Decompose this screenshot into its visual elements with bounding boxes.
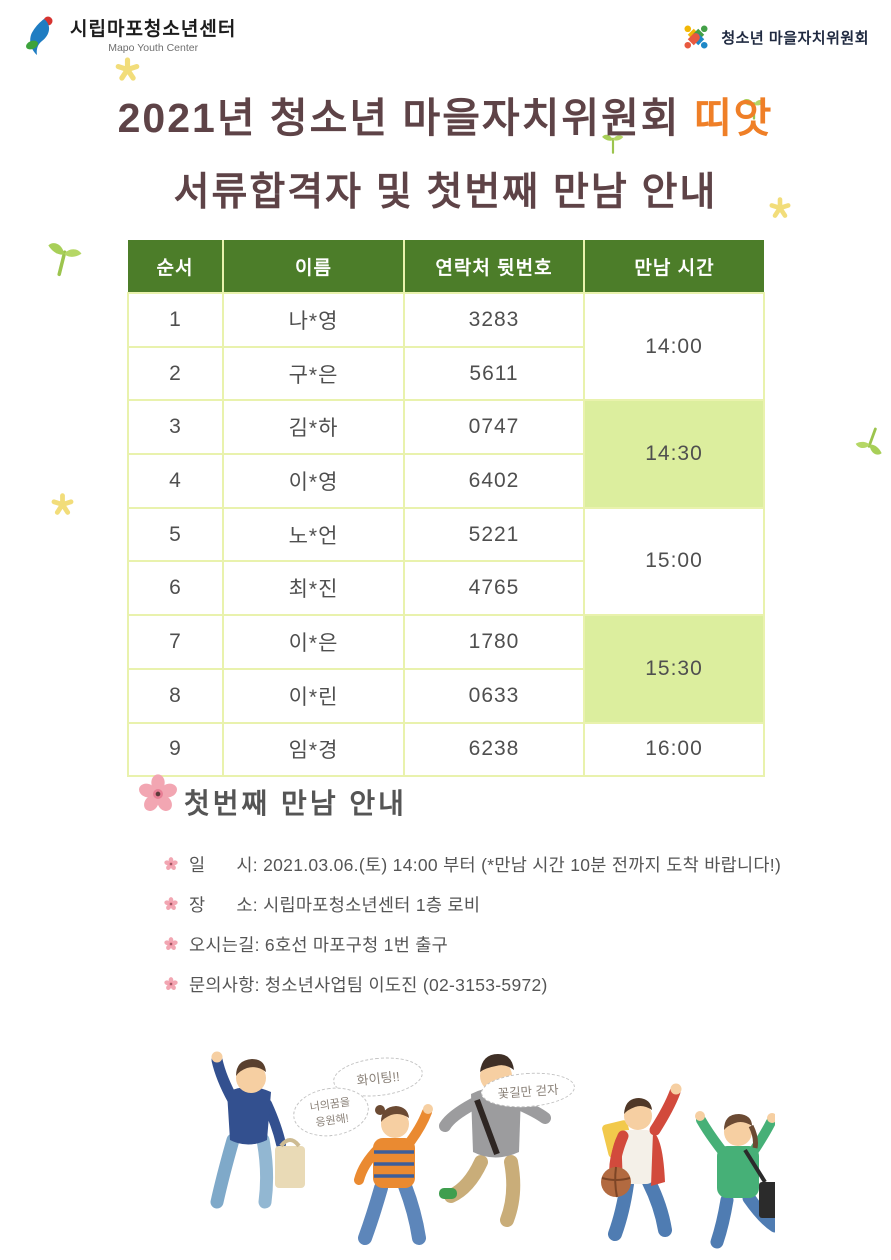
brand-left-subtitle: Mapo Youth Center	[108, 42, 199, 54]
cell-order: 7	[127, 614, 224, 670]
info-item-text: 문의사항: 청소년사업팀 이도진 (02-3153-5972)	[189, 974, 548, 995]
cell-name: 김*하	[222, 399, 405, 456]
info-item-place: 장 소: 시립마포청소년센터 1층 로비	[164, 884, 781, 924]
cell-time: 15:00	[583, 506, 765, 617]
person-orange-stripes	[354, 1104, 433, 1245]
table-row: 6 최*진 4765	[127, 560, 764, 617]
table-row: 7 이*은 1780 15:30	[127, 614, 765, 724]
star-decoration	[50, 492, 75, 517]
table-header-row: 순서 이름 연락처 뒷번호 만남 시간	[128, 240, 764, 294]
cell-order: 9	[127, 721, 224, 778]
info-section-heading: 첫번째 만남 안내	[184, 788, 407, 819]
table-row: 2 구*은 5611	[127, 345, 764, 402]
cell-name: 이*린	[222, 667, 405, 724]
table-row: 4 이*영 6402	[127, 453, 764, 509]
title-accent: 띠앗	[693, 95, 774, 141]
cell-order: 8	[127, 667, 224, 724]
cell-name: 임*경	[222, 721, 405, 778]
flower-icon	[138, 774, 178, 814]
cell-name: 이*은	[222, 614, 405, 670]
col-header-name: 이름	[222, 240, 405, 294]
person-navy	[210, 1051, 305, 1209]
cell-order: 4	[127, 453, 224, 509]
mapo-youth-center-logo-icon	[26, 16, 53, 55]
flower-bullet-icon	[164, 897, 178, 911]
flower-bullet-icon	[164, 937, 178, 951]
col-header-order: 순서	[128, 240, 224, 294]
cell-name: 이*영	[222, 453, 405, 509]
brand-left: 시립마포청소년센터 Mapo Youth Center	[24, 14, 236, 58]
col-header-time: 만남 시간	[583, 240, 764, 294]
schedule-table: 순서 이름 연락처 뒷번호 만남 시간 1 나*영 3283 14:00 2 구…	[127, 240, 765, 778]
cell-name: 나*영	[222, 292, 405, 348]
cell-time-highlighted: 14:30	[583, 399, 765, 509]
brand-right: 청소년 마을자치위원회	[678, 18, 869, 56]
star-decoration	[114, 56, 141, 83]
table-row: 8 이*린 0633	[127, 667, 764, 724]
cell-order: 2	[127, 345, 224, 402]
title-line-2: 서류합격자 및 첫번째 만남 안내	[173, 171, 718, 214]
cell-phone: 5221	[403, 506, 585, 563]
cell-phone: 6238	[403, 721, 585, 778]
table-row: 1 나*영 3283 14:00	[127, 291, 765, 402]
title-line1-text: 2021년 청소년 마을자치위원회	[117, 95, 694, 141]
person-green-sweater	[695, 1111, 775, 1249]
cell-name: 구*은	[222, 345, 405, 402]
info-item-contact: 문의사항: 청소년사업팀 이도진 (02-3153-5972)	[164, 964, 781, 1004]
cell-time-highlighted: 15:30	[583, 614, 765, 724]
cell-order: 5	[127, 506, 224, 563]
table-row: 5 노*언 5221 15:00	[127, 506, 765, 617]
cell-name: 최*진	[222, 560, 405, 617]
sprout-decoration	[847, 419, 891, 464]
table-row: 9 임*경 6238 16:00	[127, 721, 765, 778]
info-item-datetime: 일 시: 2021.03.06.(토) 14:00 부터 (*만남 시간 10분…	[164, 844, 781, 884]
info-items: 일 시: 2021.03.06.(토) 14:00 부터 (*만남 시간 10분…	[164, 844, 781, 1004]
village-committee-logo-icon	[684, 25, 708, 49]
cell-time: 14:00	[583, 291, 765, 402]
page-title: 2021년 청소년 마을자치위원회 띠앗 서류합격자 및 첫번째 만남 안내	[0, 84, 891, 217]
table-row: 3 김*하 0747 14:30	[127, 399, 765, 509]
info-item-text: 오시는길: 6호선 마포구청 1번 출구	[189, 934, 449, 955]
info-item-text: 장 소: 시립마포청소년센터 1층 로비	[189, 894, 481, 915]
cell-name: 노*언	[222, 506, 405, 563]
col-header-phone: 연락처 뒷번호	[403, 240, 585, 294]
jumping-people-illustration	[210, 1051, 775, 1249]
cell-phone: 0747	[403, 399, 585, 456]
cell-phone: 0633	[403, 667, 585, 724]
info-item-directions: 오시는길: 6호선 마포구청 1번 출구	[164, 924, 781, 964]
sprout-decoration	[36, 233, 91, 285]
cell-order: 1	[127, 292, 224, 348]
title-line-1: 2021년 청소년 마을자치위원회 띠앗	[0, 84, 891, 144]
brand-right-name: 청소년 마을자치위원회	[721, 29, 869, 47]
brand-left-name: 시립마포청소년센터	[70, 19, 237, 40]
cell-phone: 6402	[403, 453, 585, 509]
cell-order: 6	[127, 560, 224, 617]
cell-time: 16:00	[583, 721, 765, 778]
cell-phone: 5611	[403, 345, 585, 402]
cell-order: 3	[127, 399, 224, 456]
flower-bullet-icon	[164, 977, 178, 991]
cell-phone: 1780	[403, 614, 585, 670]
person-red-jacket	[601, 1083, 682, 1241]
flower-bullet-icon	[164, 857, 178, 871]
cell-phone: 3283	[403, 292, 585, 348]
info-item-text: 일 시: 2021.03.06.(토) 14:00 부터 (*만남 시간 10분…	[189, 854, 782, 875]
cell-phone: 4765	[403, 560, 585, 617]
